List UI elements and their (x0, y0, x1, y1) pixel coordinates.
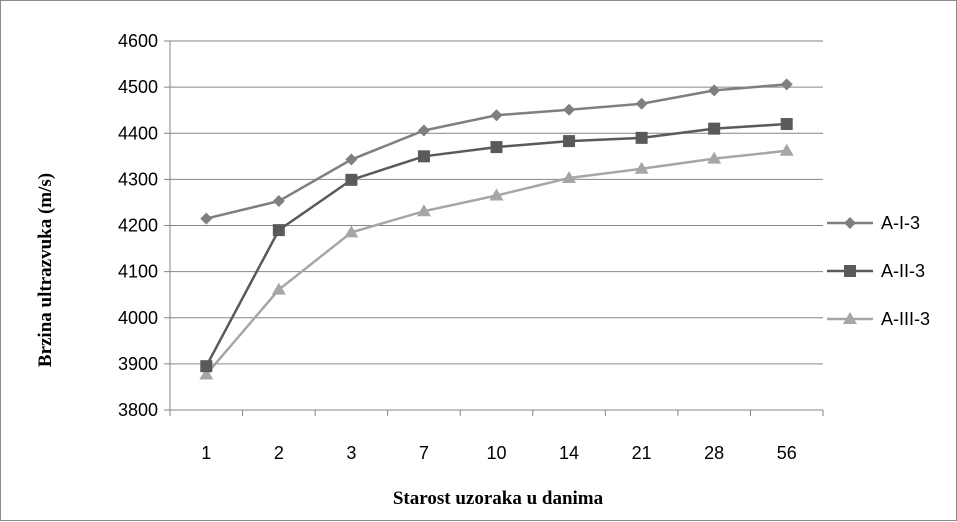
y-tick-label: 4400 (118, 123, 158, 143)
data-point (200, 360, 213, 373)
y-tick-label: 4600 (118, 31, 158, 51)
y-tick-label: 4000 (118, 308, 158, 328)
data-point (416, 204, 431, 217)
legend-marker (844, 217, 856, 229)
data-point (490, 109, 503, 122)
data-point (417, 124, 430, 137)
y-tick-label: 4100 (118, 262, 158, 282)
data-point (635, 97, 648, 110)
x-tick-label: 7 (419, 443, 429, 463)
series-A-I-3 (200, 78, 793, 225)
y-tick-label: 3900 (118, 354, 158, 374)
data-point (563, 103, 576, 116)
legend-marker (843, 312, 857, 324)
data-point (779, 143, 794, 156)
x-axis-title: Starost uzoraka u danima (393, 488, 604, 509)
data-point (780, 118, 793, 131)
legend-label: A-I-3 (881, 213, 920, 233)
data-point (563, 135, 576, 148)
y-tick-label: 4200 (118, 216, 158, 236)
x-tick-label: 3 (346, 443, 356, 463)
y-tick-label: 4300 (118, 169, 158, 189)
data-point (345, 153, 358, 166)
x-tick-label: 14 (559, 443, 579, 463)
legend-item: A-I-3 (827, 213, 920, 233)
y-tick-label: 4500 (118, 77, 158, 97)
data-point (200, 212, 213, 225)
x-tick-label: 21 (632, 443, 652, 463)
legend-label: A-III-3 (881, 309, 930, 329)
data-point (708, 122, 721, 135)
data-point (780, 78, 793, 91)
data-point (272, 224, 285, 237)
data-point (271, 282, 286, 295)
x-tick-label: 1 (201, 443, 211, 463)
data-point (345, 173, 358, 186)
data-point (417, 150, 430, 163)
data-point (635, 131, 648, 144)
data-point (490, 141, 503, 154)
y-tick-labels: 3800 3900 4000 4100 4200 4300 4400 4500 4600 (118, 31, 158, 420)
data-point (634, 161, 649, 174)
legend-item: A-III-3 (827, 309, 930, 329)
data-point (199, 367, 214, 380)
x-tick-labels: 1 2 3 7 10 14 21 28 56 (201, 443, 796, 463)
y-tick-label: 3800 (118, 400, 158, 420)
x-tick-label: 28 (704, 443, 724, 463)
x-tick-label: 2 (274, 443, 284, 463)
x-tick-label: 10 (486, 443, 506, 463)
data-point (707, 151, 722, 164)
series-lines (199, 78, 794, 380)
data-point (489, 188, 504, 201)
data-point (562, 170, 577, 183)
series-A-III-3 (199, 143, 794, 380)
y-axis-title: Brzina ultrazvuka (m/s) (35, 173, 56, 367)
axes (164, 40, 824, 416)
legend-label: A-II-3 (881, 261, 925, 281)
x-tick-label: 56 (777, 443, 797, 463)
data-point (272, 195, 285, 208)
legend-marker (844, 265, 856, 277)
data-point (708, 84, 721, 97)
data-point (344, 225, 359, 238)
series-line (205, 149, 787, 376)
series-A-II-3 (200, 118, 793, 373)
legend-item: A-II-3 (827, 261, 925, 281)
legend: A-I-3 A-II-3 A-III-3 (827, 213, 930, 329)
